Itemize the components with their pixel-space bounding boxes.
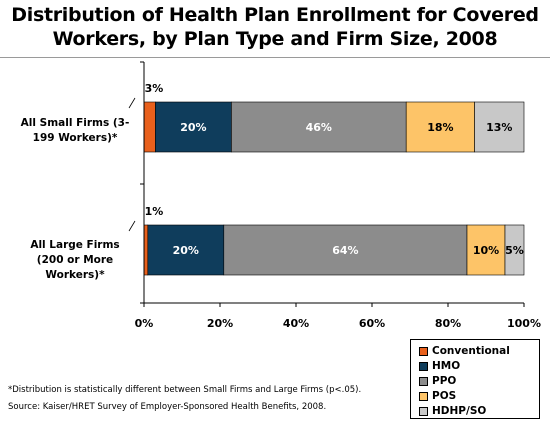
data-label-conventional-0: 3% xyxy=(145,82,164,95)
legend-swatch-hdhp-so xyxy=(419,406,428,416)
leader-line-conventional-1 xyxy=(128,220,136,232)
bar-hdhp-so-0 xyxy=(474,101,525,153)
x-tick-label-1: 20% xyxy=(207,317,233,330)
footnote: *Distribution is statistically different… xyxy=(8,385,362,395)
bar-ppo-0 xyxy=(231,101,407,153)
x-tick-label-5: 100% xyxy=(507,317,541,330)
data-label-pos-0: 18% xyxy=(427,121,453,134)
category-label-large-firms: All Large Firms (200 or More Workers)* xyxy=(30,239,120,281)
source-note: Source: Kaiser/HRET Survey of Employer-S… xyxy=(8,402,327,412)
bar-chart-plot: 3% 20% 46% 18% 13% 1% 20% 64% 10% 5% 0% 20% 40% 60% 80… xyxy=(128,61,541,330)
legend-item-hdhp-so: HDHP/SO xyxy=(419,404,486,418)
x-tick-label-4: 80% xyxy=(435,317,461,330)
bar-pos-0 xyxy=(405,101,475,153)
data-label-hmo-0: 20% xyxy=(180,121,206,134)
leader-line-conventional-0 xyxy=(128,97,136,109)
data-label-hdhp-so-1: 5% xyxy=(505,244,524,257)
data-label-hdhp-so-0: 13% xyxy=(486,121,512,134)
chart-title-line-1: Distribution of Health Plan Enrollment f… xyxy=(11,4,539,26)
legend-swatch-conventional xyxy=(419,346,428,356)
legend-label-pos: POS xyxy=(432,390,457,402)
legend-item-ppo: PPO xyxy=(419,374,456,388)
bar-pos-1 xyxy=(466,224,506,276)
legend: Conventional HMO PPO POS HDHP/SO xyxy=(410,339,540,419)
legend-label-ppo: PPO xyxy=(432,375,457,387)
data-label-hmo-1: 20% xyxy=(173,244,199,257)
bar-conventional-1 xyxy=(143,224,149,276)
category-label-small-firms: All Small Firms (3-199 Workers)* xyxy=(20,117,130,144)
legend-label-hmo: HMO xyxy=(432,360,461,372)
legend-label-conventional: Conventional xyxy=(432,345,510,357)
bar-hmo-1 xyxy=(147,224,225,276)
chart-title: Distribution of Health Plan Enrollment f… xyxy=(0,3,550,51)
bar-ppo-1 xyxy=(223,224,468,276)
x-tick-label-0: 0% xyxy=(135,317,154,330)
bar-hdhp-so-1 xyxy=(504,224,525,276)
x-tick-label-2: 40% xyxy=(283,317,309,330)
legend-swatch-ppo xyxy=(419,376,428,386)
data-label-pos-1: 10% xyxy=(473,244,499,257)
bar-conventional-0 xyxy=(143,101,156,153)
data-label-ppo-0: 46% xyxy=(306,121,332,134)
x-tick-label-3: 60% xyxy=(359,317,385,330)
legend-item-pos: POS xyxy=(419,389,456,403)
legend-swatch-pos xyxy=(419,391,428,401)
data-label-ppo-1: 64% xyxy=(332,244,358,257)
bar-hmo-0 xyxy=(155,101,232,153)
title-divider xyxy=(0,57,550,58)
chart-title-line-2: Workers, by Plan Type and Firm Size, 200… xyxy=(52,28,498,50)
data-label-conventional-1: 1% xyxy=(145,205,164,218)
legend-label-hdhp-so: HDHP/SO xyxy=(432,405,487,417)
legend-swatch-hmo xyxy=(419,361,428,371)
legend-item-hmo: HMO xyxy=(419,359,460,373)
legend-item-conventional: Conventional xyxy=(419,344,510,358)
